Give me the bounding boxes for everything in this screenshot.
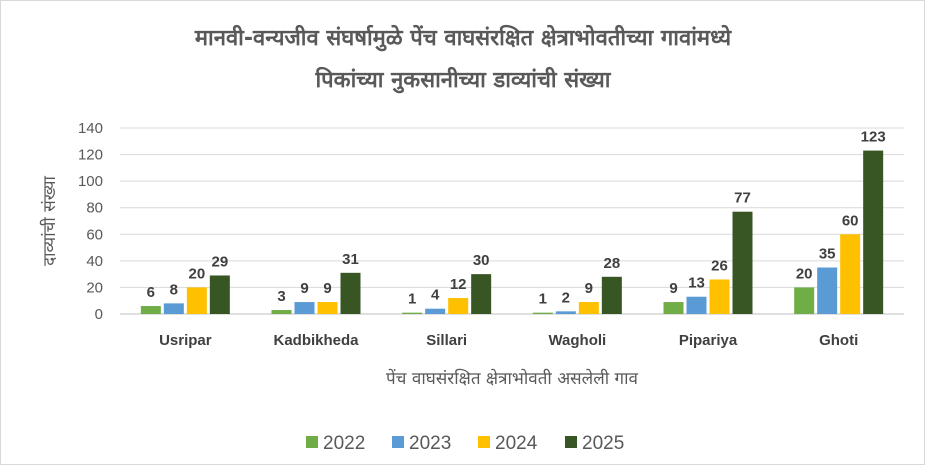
data-label-2023-Kadbikheda: 9 xyxy=(300,280,308,297)
bar-2024-Usripar xyxy=(186,287,207,314)
bar-2022-Usripar xyxy=(140,306,161,314)
data-label-2025-Pipariya: 77 xyxy=(734,190,751,207)
bars xyxy=(140,150,884,314)
gridlines xyxy=(120,127,904,315)
bar-2023-Pipariya xyxy=(686,296,707,314)
data-label-2024-Kadbikheda: 9 xyxy=(323,280,331,297)
y-axis-ticks: 0 20 40 60 80 100 120 140 xyxy=(78,120,103,323)
data-label-2025-Ghoti: 123 xyxy=(861,129,886,146)
data-label-2024-Sillari: 12 xyxy=(450,276,467,293)
legend-label-2024: 2024 xyxy=(495,433,538,454)
bar-2025-Pipariya xyxy=(732,211,753,314)
bar-2023-Ghoti xyxy=(817,267,838,314)
data-label-2022-Kadbikheda: 3 xyxy=(277,288,285,305)
x-category-label: Ghoti xyxy=(819,332,858,349)
legend-label-2022: 2022 xyxy=(323,433,365,454)
y-tick-label: 100 xyxy=(78,173,103,190)
y-tick-label: 60 xyxy=(86,226,103,243)
bar-2025-Sillari xyxy=(471,274,492,314)
chart-title-line-1: मानवी-वन्यजीव संघर्षामुळे पेंच वाघसंरक्ष… xyxy=(194,24,732,52)
legend: 2022 2023 2024 2025 xyxy=(306,433,624,454)
bar-2022-Kadbikheda xyxy=(271,310,292,314)
bar-2025-Ghoti xyxy=(863,150,884,314)
y-tick-label: 80 xyxy=(86,200,103,217)
y-axis-title: दाव्यांची संख्या xyxy=(39,176,60,266)
bar-2023-Usripar xyxy=(163,303,184,314)
bar-2025-Kadbikheda xyxy=(340,272,361,314)
data-label-2024-Wagholi: 9 xyxy=(585,280,593,297)
y-tick-label: 0 xyxy=(95,306,103,323)
legend-swatch-2025 xyxy=(565,436,577,448)
legend-label-2023: 2023 xyxy=(409,433,451,454)
y-tick-label: 140 xyxy=(78,120,103,137)
y-tick-label: 20 xyxy=(86,279,103,296)
data-label-2023-Ghoti: 35 xyxy=(819,246,836,263)
data-label-2025-Usripar: 29 xyxy=(211,253,228,270)
x-category-label: Wagholi xyxy=(548,332,606,349)
legend-swatch-2022 xyxy=(306,436,318,448)
bar-2024-Sillari xyxy=(448,298,469,314)
x-category-label: Pipariya xyxy=(679,332,738,349)
bar-2025-Usripar xyxy=(209,275,230,314)
data-label-2023-Wagholi: 2 xyxy=(562,289,570,306)
bar-2023-Kadbikheda xyxy=(294,302,315,314)
x-category-label: Usripar xyxy=(159,332,212,349)
data-label-2023-Pipariya: 13 xyxy=(688,275,705,292)
x-category-label: Sillari xyxy=(426,332,467,349)
data-label-2022-Ghoti: 20 xyxy=(796,265,813,282)
data-label-2024-Ghoti: 60 xyxy=(842,212,859,229)
bar-2024-Ghoti xyxy=(840,234,861,314)
x-axis-categories: Usripar Kadbikheda Sillari Wagholi Pipariya G… xyxy=(159,332,858,349)
data-label-2023-Sillari: 4 xyxy=(431,287,440,304)
data-label-2024-Pipariya: 26 xyxy=(711,257,728,274)
legend-label-2025: 2025 xyxy=(582,433,624,454)
chart-title-line-2: पिकांच्या नुकसानीच्या डाव्यांची संख्या xyxy=(314,66,611,94)
bar-2022-Wagholi xyxy=(532,312,553,314)
bar-2025-Wagholi xyxy=(601,276,622,314)
bar-2024-Pipariya xyxy=(709,279,730,314)
y-tick-label: 120 xyxy=(78,147,103,164)
bar-2023-Sillari xyxy=(425,308,446,314)
data-label-2022-Wagholi: 1 xyxy=(539,291,547,308)
data-label-2022-Usripar: 6 xyxy=(147,284,155,301)
data-label-2025-Sillari: 30 xyxy=(473,252,490,269)
legend-swatch-2023 xyxy=(392,436,404,448)
bar-2022-Ghoti xyxy=(794,287,815,314)
x-axis-title: पेंच वाघसंरक्षित क्षेत्राभोवती असलेली गा… xyxy=(386,368,638,389)
data-label-2025-Kadbikheda: 31 xyxy=(342,251,359,268)
bar-2022-Sillari xyxy=(402,312,423,314)
bar-2023-Wagholi xyxy=(555,311,576,314)
data-label-2022-Sillari: 1 xyxy=(408,291,416,308)
bar-2024-Wagholi xyxy=(578,302,599,314)
legend-swatch-2024 xyxy=(478,436,490,448)
data-label-2025-Wagholi: 28 xyxy=(603,255,620,272)
y-tick-label: 40 xyxy=(86,253,103,270)
x-category-label: Kadbikheda xyxy=(273,332,359,349)
data-label-2024-Usripar: 20 xyxy=(188,265,205,282)
bar-2024-Kadbikheda xyxy=(317,302,338,314)
data-label-2023-Usripar: 8 xyxy=(170,281,178,298)
data-label-2022-Pipariya: 9 xyxy=(669,280,677,297)
bar-2022-Pipariya xyxy=(663,302,684,314)
